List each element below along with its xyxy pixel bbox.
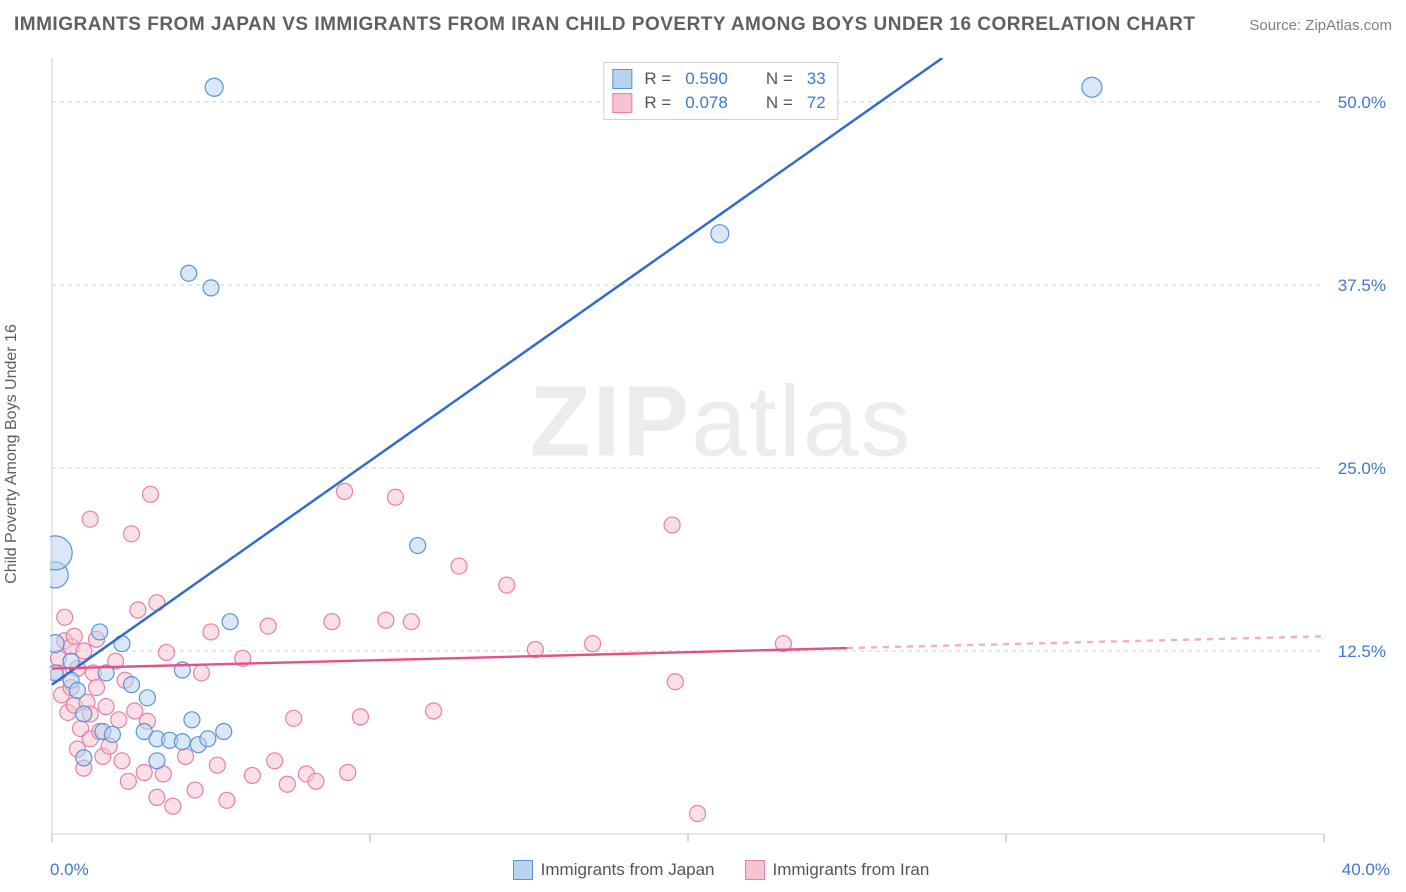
- data-point-japan: [181, 265, 197, 281]
- data-point-japan: [216, 724, 232, 740]
- data-point-iran: [193, 665, 209, 681]
- y-tick-label: 25.0%: [1338, 459, 1386, 478]
- data-point-japan: [184, 712, 200, 728]
- data-point-iran: [130, 602, 146, 618]
- data-point-iran: [340, 765, 356, 781]
- data-point-iran: [426, 703, 442, 719]
- data-point-iran: [120, 773, 136, 789]
- bottom-legend-label-japan: Immigrants from Japan: [541, 860, 715, 880]
- data-point-iran: [57, 609, 73, 625]
- data-point-iran: [124, 526, 140, 542]
- data-point-iran: [149, 789, 165, 805]
- trend-solid-japan: [52, 58, 942, 685]
- bottom-legend-item-iran: Immigrants from Iran: [745, 860, 930, 880]
- correlation-legend: R = 0.590 N = 33 R = 0.078 N = 72: [603, 62, 838, 120]
- n-label: N =: [766, 93, 793, 113]
- data-point-iran: [499, 577, 515, 593]
- data-point-iran: [667, 674, 683, 690]
- data-point-japan: [174, 734, 190, 750]
- data-point-iran: [165, 798, 181, 814]
- data-point-iran: [387, 489, 403, 505]
- data-point-iran: [451, 558, 467, 574]
- data-point-iran: [690, 806, 706, 822]
- data-point-iran: [324, 614, 340, 630]
- data-point-japan: [200, 731, 216, 747]
- bottom-swatch-japan: [513, 860, 533, 880]
- data-point-japan: [222, 614, 238, 630]
- data-point-japan: [124, 677, 140, 693]
- data-point-japan: [203, 280, 219, 296]
- data-point-japan: [50, 635, 64, 653]
- data-point-iran: [98, 699, 114, 715]
- data-point-japan: [711, 225, 729, 243]
- legend-swatch-japan: [612, 69, 632, 89]
- data-point-iran: [136, 765, 152, 781]
- data-point-japan: [139, 690, 155, 706]
- data-point-iran: [89, 680, 105, 696]
- n-value-iran: 72: [807, 93, 826, 113]
- bottom-legend-label-iran: Immigrants from Iran: [773, 860, 930, 880]
- chart-title: IMMIGRANTS FROM JAPAN VS IMMIGRANTS FROM…: [14, 14, 1196, 36]
- data-point-iran: [378, 612, 394, 628]
- legend-swatch-iran: [612, 93, 632, 113]
- data-point-japan: [76, 706, 92, 722]
- r-label: R =: [644, 93, 671, 113]
- bottom-legend-item-japan: Immigrants from Japan: [513, 860, 715, 880]
- data-point-iran: [203, 624, 219, 640]
- data-point-japan: [92, 624, 108, 640]
- data-point-iran: [267, 753, 283, 769]
- source-attribution: Source: ZipAtlas.com: [1249, 17, 1392, 34]
- data-point-iran: [260, 618, 276, 634]
- data-point-japan: [104, 726, 120, 742]
- data-point-japan: [76, 750, 92, 766]
- data-point-iran: [279, 776, 295, 792]
- data-point-iran: [187, 782, 203, 798]
- data-point-japan: [205, 78, 223, 96]
- data-point-iran: [337, 483, 353, 499]
- data-point-iran: [585, 636, 601, 652]
- chart-area: Child Poverty Among Boys Under 16 ZIPatl…: [50, 58, 1392, 850]
- data-point-iran: [286, 710, 302, 726]
- bottom-swatch-iran: [745, 860, 765, 880]
- plot-svg: 12.5% 25.0% 37.5% 50.0%: [50, 58, 1392, 850]
- data-point-iran: [244, 767, 260, 783]
- data-point-iran: [352, 709, 368, 725]
- r-value-iran: 0.078: [685, 93, 728, 113]
- data-point-iran: [664, 517, 680, 533]
- data-point-japan: [50, 536, 72, 570]
- r-label: R =: [644, 69, 671, 89]
- data-point-iran: [403, 614, 419, 630]
- data-point-japan: [69, 683, 85, 699]
- r-value-japan: 0.590: [685, 69, 728, 89]
- legend-row-iran: R = 0.078 N = 72: [612, 91, 825, 115]
- n-value-japan: 33: [807, 69, 826, 89]
- data-point-japan: [1082, 77, 1102, 97]
- data-point-japan: [149, 753, 165, 769]
- data-point-iran: [114, 753, 130, 769]
- data-point-iran: [178, 748, 194, 764]
- legend-row-japan: R = 0.590 N = 33: [612, 67, 825, 91]
- data-point-iran: [209, 757, 225, 773]
- y-tick-label: 50.0%: [1338, 93, 1386, 112]
- source-link[interactable]: ZipAtlas.com: [1305, 17, 1392, 34]
- data-point-iran: [158, 644, 174, 660]
- y-tick-label: 12.5%: [1338, 642, 1386, 661]
- data-point-iran: [219, 792, 235, 808]
- data-point-iran: [82, 511, 98, 527]
- data-point-iran: [66, 628, 82, 644]
- source-prefix: Source:: [1249, 17, 1305, 34]
- y-axis-label: Child Poverty Among Boys Under 16: [3, 324, 21, 584]
- y-tick-label: 37.5%: [1338, 276, 1386, 295]
- data-point-iran: [308, 773, 324, 789]
- n-label: N =: [766, 69, 793, 89]
- data-point-japan: [410, 538, 426, 554]
- data-point-iran: [111, 712, 127, 728]
- data-point-iran: [143, 486, 159, 502]
- series-legend: Immigrants from Japan Immigrants from Ira…: [50, 860, 1392, 880]
- trend-dashed-iran: [847, 636, 1324, 648]
